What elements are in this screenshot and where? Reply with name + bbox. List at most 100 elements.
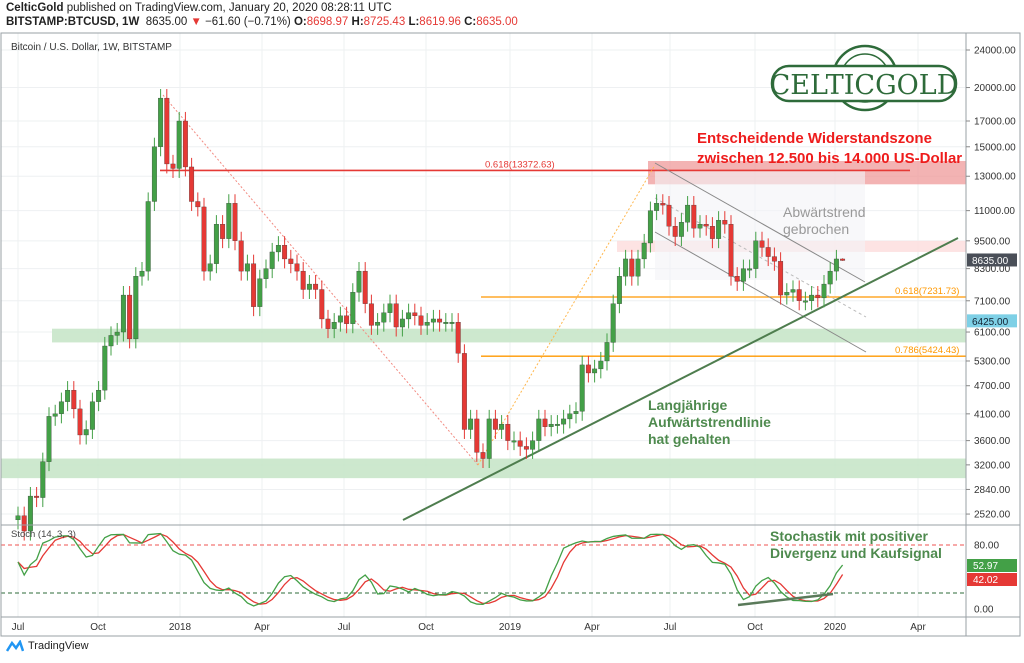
candle-body xyxy=(158,97,164,147)
candle-body xyxy=(474,418,480,453)
marker-price-tag xyxy=(967,314,1017,328)
candle-body xyxy=(691,204,697,229)
time-tick-label: 2020 xyxy=(824,622,847,633)
close-value: 8635.00 xyxy=(476,16,518,28)
candle-body xyxy=(666,204,672,227)
candle-body xyxy=(226,203,232,239)
candle-body xyxy=(499,423,505,430)
divergence-line xyxy=(737,592,834,607)
candle-body xyxy=(672,226,678,237)
time-tick-label: Oct xyxy=(747,622,763,633)
candle-body xyxy=(71,389,77,410)
candle-body xyxy=(282,245,288,260)
candle-body xyxy=(176,120,182,169)
candle-body xyxy=(449,321,455,324)
candle-body xyxy=(201,206,207,272)
candle-body xyxy=(251,263,257,307)
candle-body xyxy=(548,423,554,427)
stoch-label: Stoch (14, 3, 3) xyxy=(11,529,76,540)
close-label: C: xyxy=(464,16,477,28)
uptrend-note-1: Langjährige xyxy=(648,397,728,413)
candle-body xyxy=(418,315,424,326)
down-arrow-icon: ▼ xyxy=(190,16,202,28)
price-tick-label: 15000.00 xyxy=(974,142,1016,153)
candle-body xyxy=(771,256,777,262)
candle-body xyxy=(505,423,511,441)
stoch-k-line xyxy=(17,532,844,607)
candle-body xyxy=(840,258,846,261)
low-value: 8619.96 xyxy=(419,16,461,28)
candle-body xyxy=(461,353,467,430)
publish-info: CelticGold published on TradingView.com,… xyxy=(6,2,392,14)
candle-body xyxy=(34,495,40,498)
candle-body xyxy=(567,413,573,420)
tradingview-logo-icon xyxy=(6,640,24,652)
candle-body xyxy=(350,292,356,324)
fib-level-label: 0.786(5424.43) xyxy=(895,345,959,356)
candle-body xyxy=(610,303,616,343)
candle-body xyxy=(220,224,226,239)
stoch-d-tag xyxy=(967,573,1017,586)
candle-body xyxy=(722,220,728,225)
resistance-note-1: Entscheidende Widerstandszone xyxy=(697,130,932,147)
candle-body xyxy=(523,446,529,450)
symbol: BITSTAMP:BTCUSD, 1W xyxy=(6,16,140,28)
candle-body xyxy=(325,318,331,329)
candle-body xyxy=(635,258,641,277)
stoch-tick-label: 80.00 xyxy=(974,541,999,552)
candle-body xyxy=(21,515,27,532)
candle-body xyxy=(778,261,784,296)
candle-body xyxy=(232,203,238,241)
candle-body xyxy=(331,321,337,329)
symbol-info: BITSTAMP:BTCUSD, 1W 8635.00 ▼ −61.60 (−0… xyxy=(6,16,518,28)
candle-body xyxy=(96,389,102,402)
candle-body xyxy=(189,166,195,202)
channel-mid-line xyxy=(654,197,867,318)
high-value: 8725.43 xyxy=(363,16,406,28)
candle-body xyxy=(356,270,362,293)
price-tick-label: 24000.00 xyxy=(974,46,1016,57)
price-tick-label: 6100.00 xyxy=(974,328,1011,339)
candle-body xyxy=(127,294,133,340)
candle-body xyxy=(480,452,486,459)
candle-body xyxy=(554,423,560,426)
candle-body xyxy=(697,224,703,229)
candle-body xyxy=(269,251,275,269)
stoch-note-1: Stochastik mit positiver xyxy=(770,528,928,544)
price-tick-label: 2840.00 xyxy=(974,485,1011,496)
time-tick-label: 2019 xyxy=(499,622,522,633)
price-change: −61.60 (−0.71%) xyxy=(205,16,291,28)
candle-body xyxy=(647,210,653,244)
candle-body xyxy=(27,495,33,532)
candle-body xyxy=(759,240,765,248)
candle-body xyxy=(430,318,436,323)
open-value: 8698.97 xyxy=(306,16,349,28)
candle-body xyxy=(654,203,660,211)
candle-body xyxy=(511,440,517,443)
tradingview-brand[interactable]: TradingView xyxy=(6,640,89,652)
candle-body xyxy=(542,418,548,427)
last-price-tag xyxy=(967,253,1017,267)
price-tick-label: 4100.00 xyxy=(974,409,1011,420)
stoch-note-2: Divergenz und Kaufsignal xyxy=(770,545,942,561)
chart-frame xyxy=(0,32,1021,637)
candle-body xyxy=(536,418,542,441)
marker-price-tag-text: 6425.00 xyxy=(972,317,1009,328)
candle-body xyxy=(120,294,126,333)
candle-body xyxy=(195,201,201,208)
candle-body xyxy=(598,360,604,370)
candle-body xyxy=(809,294,815,301)
candle-body xyxy=(344,315,350,324)
resistance-note-2: zwischen 12.500 bis 14.000 US-Dollar xyxy=(697,150,962,167)
candle-body xyxy=(275,245,281,253)
candle-body xyxy=(678,222,684,237)
candle-body xyxy=(827,270,833,285)
price-tick-label: 11000.00 xyxy=(974,206,1015,217)
candle-body xyxy=(77,408,83,436)
candle-body xyxy=(313,283,319,290)
candle-body xyxy=(437,318,443,323)
channel-lower-line xyxy=(654,231,867,353)
price-tick-label: 9500.00 xyxy=(974,236,1011,247)
fib-extension-dotted-line xyxy=(477,164,656,466)
